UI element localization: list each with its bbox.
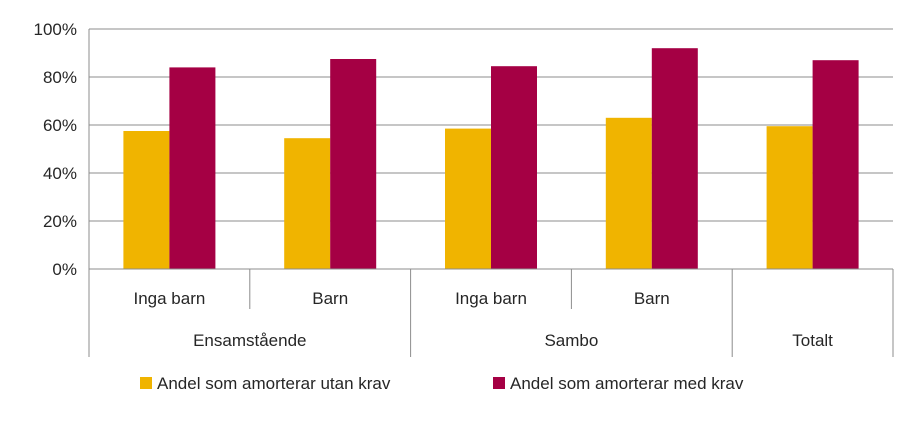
group-label: Sambo <box>544 331 598 350</box>
bar-med-krav <box>651 48 698 270</box>
category-label: Barn <box>634 289 670 308</box>
legend-label: Andel som amorterar med krav <box>510 374 744 393</box>
category-label: Inga barn <box>133 289 205 308</box>
y-axis-ticks: 0% 20% 40% 60% 80% 100% <box>34 20 77 279</box>
y-tick-label: 40% <box>43 164 77 183</box>
legend-swatch <box>140 377 152 389</box>
legend-label: Andel som amorterar utan krav <box>157 374 391 393</box>
legend: Andel som amorterar utan krav Andel som a… <box>140 374 744 393</box>
group-label: Totalt <box>792 331 833 350</box>
bar-utan-krav <box>123 131 170 269</box>
group-label: Ensamstående <box>193 331 306 350</box>
category-label: Barn <box>312 289 348 308</box>
bar-med-krav <box>169 67 216 270</box>
category-label: Inga barn <box>455 289 527 308</box>
y-tick-label: 20% <box>43 212 77 231</box>
y-tick-label: 0% <box>52 260 77 279</box>
legend-swatch <box>493 377 505 389</box>
bar-med-krav <box>812 60 859 270</box>
bars <box>123 48 859 270</box>
bar-utan-krav <box>445 128 491 269</box>
axes <box>88 29 894 357</box>
bar-utan-krav <box>284 138 331 269</box>
y-tick-label: 100% <box>34 20 77 39</box>
bar-utan-krav <box>605 117 652 269</box>
category-labels: Inga barn Barn Ensamstående Inga barn Barn Sa… <box>133 289 833 350</box>
y-tick-label: 80% <box>43 68 77 87</box>
bar-med-krav <box>491 66 537 269</box>
y-tick-label: 60% <box>43 116 77 135</box>
bar-utan-krav <box>766 126 813 269</box>
bar-med-krav <box>330 59 377 269</box>
